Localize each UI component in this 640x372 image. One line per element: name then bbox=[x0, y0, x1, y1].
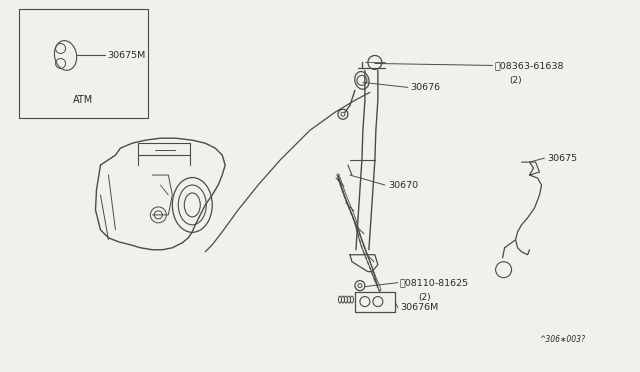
Text: 30676: 30676 bbox=[410, 83, 440, 92]
Text: 30675: 30675 bbox=[547, 154, 578, 163]
Text: 30675M: 30675M bbox=[108, 51, 146, 60]
Text: 30670: 30670 bbox=[388, 180, 418, 189]
Text: ^306∗003?: ^306∗003? bbox=[540, 335, 586, 344]
Text: (2): (2) bbox=[418, 293, 431, 302]
Text: 30676M: 30676M bbox=[400, 303, 438, 312]
Text: ATM: ATM bbox=[74, 95, 93, 105]
Text: ⒲08110-81625: ⒲08110-81625 bbox=[400, 278, 469, 287]
Text: (2): (2) bbox=[509, 76, 522, 85]
Text: Ⓜ08363-61638: Ⓜ08363-61638 bbox=[495, 61, 564, 70]
